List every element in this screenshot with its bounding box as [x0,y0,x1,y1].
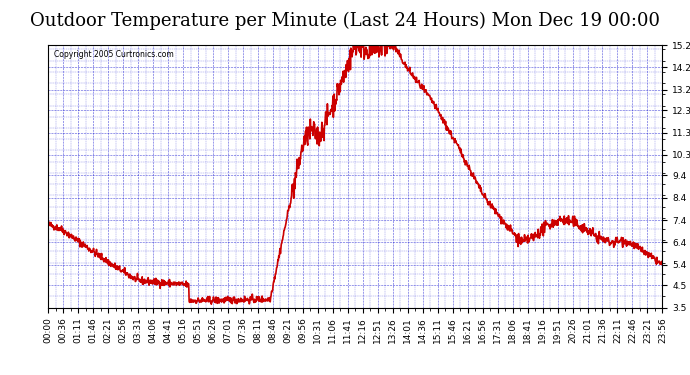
Text: Outdoor Temperature per Minute (Last 24 Hours) Mon Dec 19 00:00: Outdoor Temperature per Minute (Last 24 … [30,11,660,30]
Text: Copyright 2005 Curtronics.com: Copyright 2005 Curtronics.com [55,50,174,59]
